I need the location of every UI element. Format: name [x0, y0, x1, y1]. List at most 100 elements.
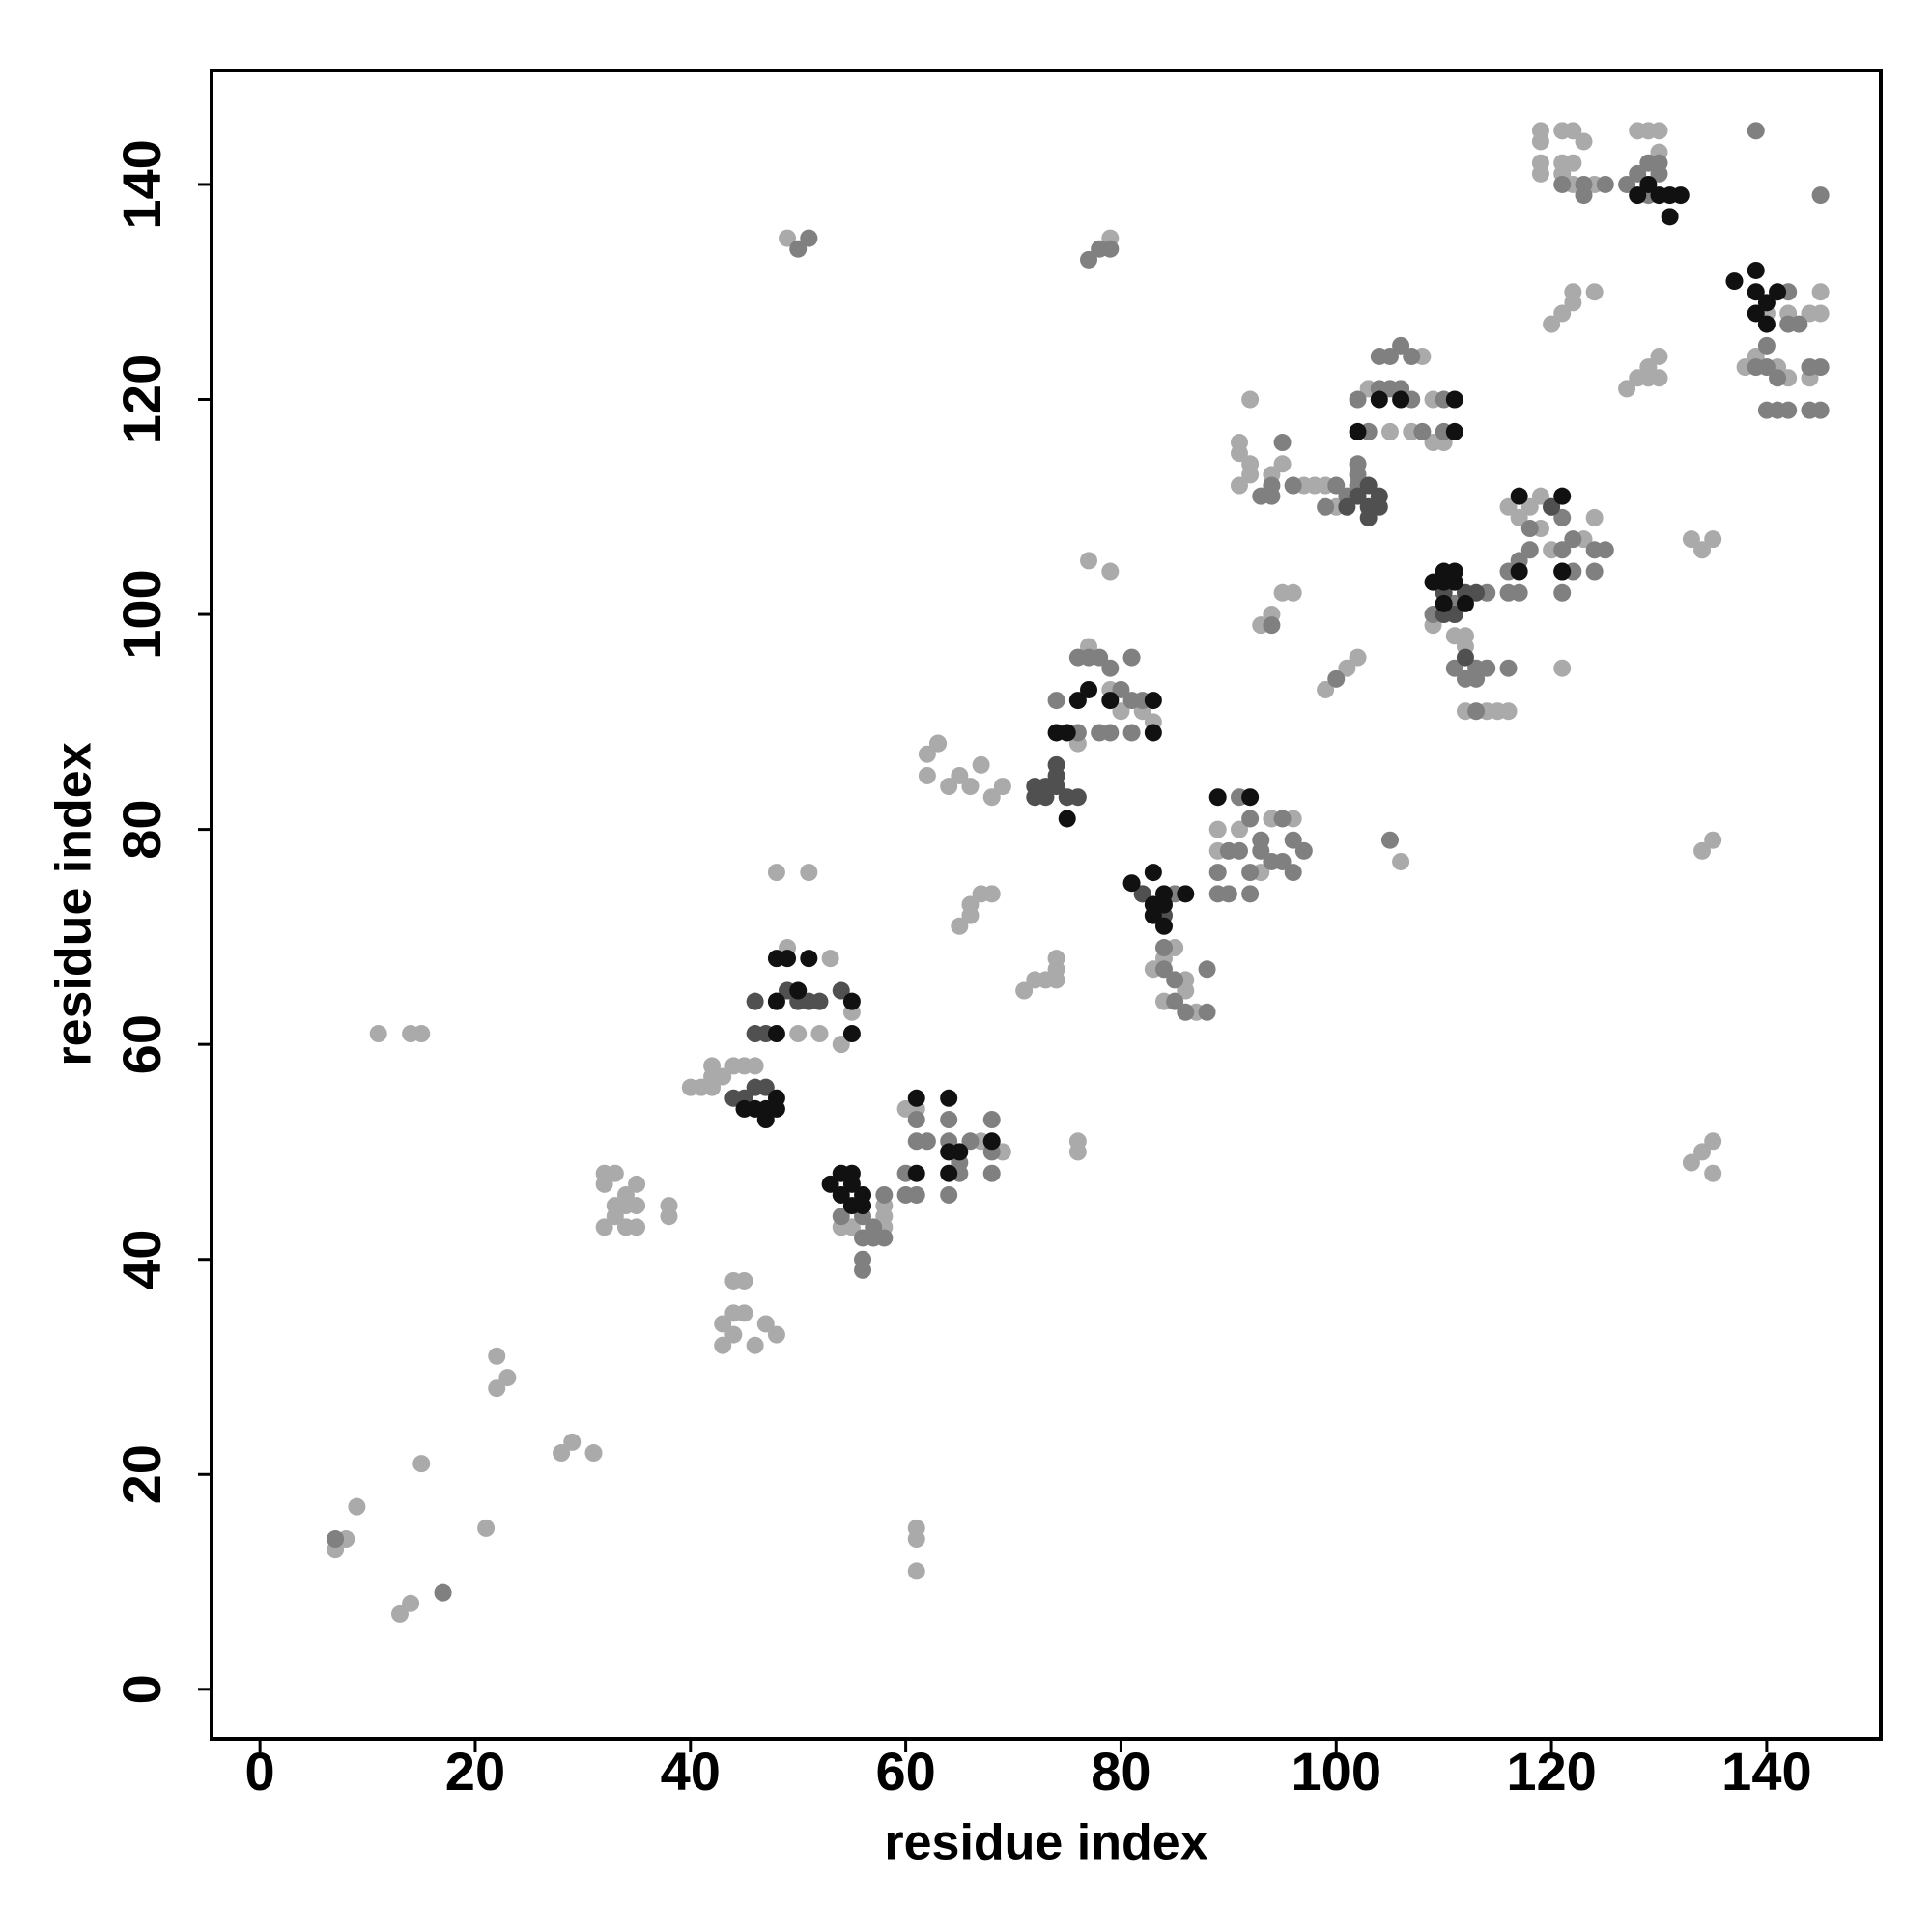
point: [1682, 530, 1700, 549]
point: [390, 1605, 409, 1623]
point: [488, 1379, 506, 1398]
plot-frame: [210, 69, 1883, 1741]
x-tick-label: 120: [1506, 1741, 1596, 1802]
point: [982, 1132, 1001, 1151]
point: [1219, 841, 1237, 860]
point: [1682, 1153, 1700, 1172]
point: [1284, 476, 1302, 495]
point: [907, 1519, 925, 1537]
point: [1380, 422, 1399, 440]
point: [907, 1111, 925, 1129]
point: [1080, 680, 1098, 698]
point: [327, 1530, 345, 1548]
point: [1747, 283, 1765, 301]
y-tick-label: 0: [111, 1674, 172, 1704]
point: [1068, 692, 1087, 710]
point: [434, 1583, 452, 1602]
point: [982, 1164, 1001, 1182]
point: [660, 1197, 678, 1215]
point: [789, 1025, 808, 1043]
point: [1230, 444, 1248, 463]
point: [1112, 702, 1130, 721]
y-axis-title: residue index: [46, 742, 102, 1065]
point: [1811, 358, 1830, 377]
point: [800, 864, 818, 882]
point: [1553, 562, 1572, 581]
y-tick-label: 80: [111, 799, 172, 859]
point: [1757, 358, 1776, 377]
point: [1380, 831, 1399, 849]
point: [595, 1164, 613, 1182]
point: [1564, 122, 1582, 140]
point: [940, 1164, 958, 1182]
point: [1520, 520, 1539, 538]
point: [1811, 401, 1830, 419]
point: [1520, 541, 1539, 559]
point: [1456, 648, 1474, 667]
point: [789, 981, 808, 1000]
point: [1639, 358, 1658, 377]
point: [832, 981, 850, 1000]
point: [1693, 1143, 1712, 1161]
point: [1575, 132, 1593, 151]
point: [961, 1132, 980, 1151]
point: [1208, 820, 1227, 838]
point: [1241, 810, 1260, 828]
point: [1564, 283, 1582, 301]
point: [767, 1025, 785, 1043]
point: [1445, 422, 1463, 440]
point: [854, 1185, 872, 1204]
point: [1531, 132, 1549, 151]
point: [348, 1497, 366, 1516]
point: [1639, 175, 1658, 193]
point: [1338, 497, 1356, 516]
point: [746, 1336, 764, 1354]
point: [854, 1261, 872, 1279]
point: [498, 1369, 517, 1387]
point: [1349, 390, 1367, 409]
point: [907, 1185, 925, 1204]
point: [842, 1025, 861, 1043]
point: [918, 766, 936, 784]
point: [1047, 778, 1065, 796]
point: [1177, 981, 1195, 1000]
point: [767, 1099, 785, 1118]
point: [1747, 261, 1765, 279]
y-tick-label: 40: [111, 1230, 172, 1290]
point: [1618, 380, 1636, 398]
point: [1564, 530, 1582, 549]
point: [1392, 390, 1410, 409]
point: [606, 1197, 624, 1215]
point: [1177, 885, 1195, 903]
point: [940, 1089, 958, 1107]
y-tick-label: 100: [111, 569, 172, 659]
point: [746, 1057, 764, 1075]
point: [1704, 1164, 1722, 1182]
point: [1543, 497, 1561, 516]
point: [563, 1433, 582, 1451]
point: [1467, 583, 1486, 602]
point: [1769, 369, 1787, 387]
point: [1790, 315, 1808, 333]
point: [961, 778, 980, 796]
point: [1241, 864, 1260, 882]
point: [907, 1562, 925, 1580]
point: [1058, 810, 1076, 828]
point: [1370, 487, 1388, 505]
point: [1338, 659, 1356, 677]
point: [477, 1519, 496, 1537]
point: [1650, 122, 1668, 140]
point: [1413, 422, 1432, 440]
point: [1478, 659, 1496, 677]
point: [993, 778, 1011, 796]
point: [1068, 788, 1087, 807]
point: [714, 1336, 732, 1354]
point: [1553, 659, 1572, 677]
point: [982, 1111, 1001, 1129]
point: [779, 950, 797, 968]
point: [1564, 154, 1582, 172]
point: [1284, 583, 1302, 602]
point: [1208, 788, 1227, 807]
point: [1757, 315, 1776, 333]
